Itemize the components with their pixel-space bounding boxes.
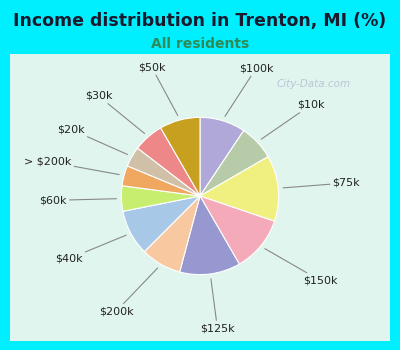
Wedge shape (144, 196, 200, 272)
Text: $150k: $150k (265, 248, 338, 286)
Wedge shape (127, 148, 200, 196)
Text: $200k: $200k (99, 268, 158, 316)
Wedge shape (122, 166, 200, 196)
Text: $10k: $10k (261, 100, 325, 139)
Text: $30k: $30k (85, 91, 144, 133)
Wedge shape (200, 131, 268, 196)
Wedge shape (180, 196, 239, 275)
Wedge shape (123, 196, 200, 252)
Wedge shape (138, 128, 200, 196)
Text: $125k: $125k (200, 279, 235, 333)
Wedge shape (200, 117, 244, 196)
Text: $60k: $60k (39, 195, 116, 205)
Text: > $200k: > $200k (24, 156, 119, 175)
Text: $50k: $50k (138, 62, 178, 116)
Text: City-Data.com: City-Data.com (276, 79, 350, 89)
Text: $20k: $20k (57, 124, 128, 154)
Text: Income distribution in Trenton, MI (%): Income distribution in Trenton, MI (%) (13, 12, 387, 30)
Text: $100k: $100k (225, 63, 273, 116)
Text: $75k: $75k (283, 178, 360, 188)
Wedge shape (200, 196, 274, 264)
Wedge shape (161, 117, 200, 196)
Text: $40k: $40k (55, 235, 126, 264)
Wedge shape (121, 186, 200, 211)
Wedge shape (200, 157, 279, 221)
Text: All residents: All residents (151, 37, 249, 51)
